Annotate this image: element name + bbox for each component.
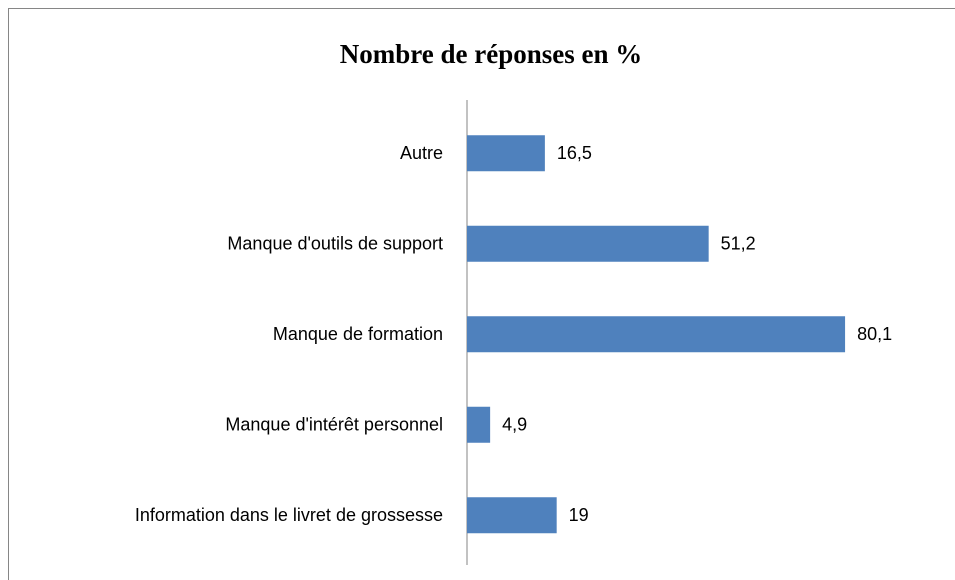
bar [467,497,557,534]
y-tick-label: Autre [400,143,443,163]
data-label: 51,2 [721,234,756,254]
data-label: 19 [569,505,589,525]
bar [467,406,491,443]
y-tick-label: Manque d'intérêt personnel [225,415,443,435]
data-label: 16,5 [557,143,592,163]
data-label: 80,1 [857,324,892,344]
chart-border [8,8,955,580]
y-tick-label: Information dans le livret de grossesse [135,505,443,525]
bar [467,316,846,353]
bar [467,135,545,172]
bar [467,225,709,262]
data-label: 4,9 [502,415,527,435]
chart-title: Nombre de réponses en % [340,39,642,69]
y-tick-label: Manque de formation [273,324,443,344]
y-tick-label: Manque d'outils de support [227,234,443,254]
